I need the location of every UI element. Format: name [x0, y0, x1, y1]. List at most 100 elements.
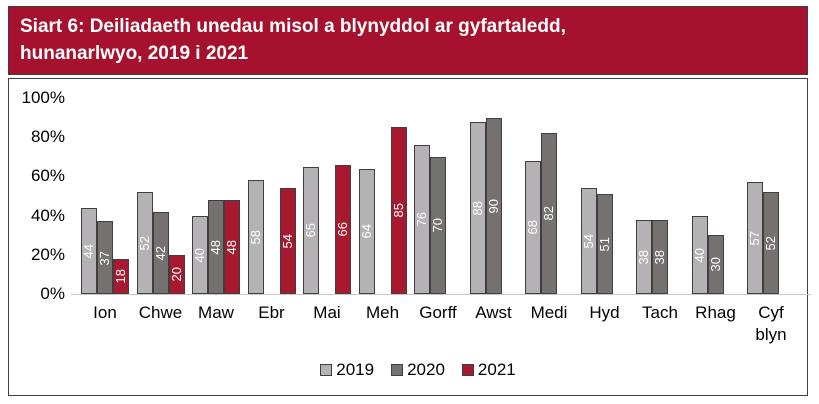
bar-slot-2020-ebr — [264, 98, 280, 294]
bar-value-label: 30 — [707, 257, 723, 272]
bar-value-label: 38 — [636, 249, 651, 264]
bar-slot-2021-chwe: 20 — [168, 98, 185, 294]
legend-label-2020: 2020 — [407, 360, 445, 379]
bar-slot-2019-mai: 65 — [303, 98, 319, 294]
bar-slot-2019-medi: 68 — [525, 98, 541, 294]
x-axis-label-ebr: Ebr — [258, 303, 285, 322]
bar-slot-2021-gorff — [446, 98, 462, 294]
bar-value-label: 51 — [596, 236, 612, 252]
bar-2020-hyd: 51 — [596, 194, 613, 294]
bar-2019-chwe: 52 — [136, 192, 153, 294]
bar-2019-hyd: 54 — [580, 188, 597, 294]
bar-group-awst: 88 90 — [469, 98, 518, 294]
bar-value-label: 18 — [113, 269, 128, 284]
bar-value-label: 57 — [747, 230, 762, 246]
x-axis-label-tach: Tach — [642, 303, 678, 322]
bar-slot-2021-mai: 66 — [335, 98, 351, 294]
bar-value-label: 52 — [136, 235, 152, 251]
bar-2021-maw: 48 — [224, 199, 240, 294]
bar-2020-gorff: 70 — [430, 156, 446, 294]
chart-title-line1: Siart 6: Deiliadaeth unedau misol a blyn… — [20, 16, 566, 37]
bar-value-label: 88 — [469, 200, 485, 215]
bar-2019-rhag: 40 — [691, 215, 708, 294]
bar-group-ebr: 58 54 — [247, 98, 296, 294]
bar-slot-2021-awst — [502, 98, 518, 294]
bar-value-label: 68 — [525, 220, 540, 235]
bar-slot-2020-medi: 82 — [541, 98, 557, 294]
bar-slot-2021-ion: 18 — [113, 98, 129, 294]
bar-2019-ion: 44 — [81, 207, 97, 294]
bar-slot-2020-tach: 38 — [652, 98, 668, 294]
bar-slot-2020-maw: 48 — [208, 98, 224, 294]
legend-swatch-2020 — [391, 364, 404, 376]
x-axis-label-medi: Medi — [530, 303, 568, 322]
bar-slot-2021-tach — [668, 98, 684, 294]
x-axis-label-meh: Meh — [365, 303, 400, 322]
bar-slot-2019-ion: 44 — [81, 98, 97, 294]
bar-group-hyd: 54 51 — [580, 98, 629, 294]
bar-2020-chwe: 42 — [152, 211, 169, 294]
bar-slot-2020-cyf-blyn: 52 — [763, 98, 779, 294]
y-axis-label-40: 40% — [30, 205, 65, 225]
x-axis-label-chwe: Chwe — [138, 303, 183, 322]
bar-2019-medi: 68 — [525, 160, 541, 294]
x-axis-label-rhag: Rhag — [695, 303, 736, 322]
bar-slot-2020-gorff: 70 — [430, 98, 446, 294]
bar-2020-medi: 82 — [541, 133, 557, 294]
bar-2021-ion: 18 — [113, 258, 129, 294]
bar-value-label: 82 — [541, 206, 556, 221]
bar-slot-2019-hyd: 54 — [580, 98, 597, 294]
bar-group-medi: 68 82 — [525, 98, 573, 294]
bar-2021-mai: 66 — [335, 164, 351, 294]
bar-value-label: 38 — [652, 249, 667, 264]
bar-slot-2019-rhag: 40 — [691, 98, 708, 294]
bar-slot-2021-hyd — [613, 98, 629, 294]
bar-slot-2019-meh: 64 — [358, 98, 375, 294]
bar-2020-tach: 38 — [652, 219, 668, 294]
x-axis-label-mai: Mai — [313, 303, 341, 322]
bar-group-meh: 64 85 — [358, 98, 407, 294]
bar-2021-meh: 85 — [390, 127, 407, 294]
bar-group-cyf-blyn: 57 52 — [747, 98, 795, 294]
bar-slot-2020-chwe: 42 — [152, 98, 169, 294]
bar-2019-awst: 88 — [469, 121, 486, 294]
bar-2019-ebr: 58 — [247, 180, 264, 294]
bar-value-label: 76 — [414, 212, 429, 227]
bar-value-label: 20 — [168, 267, 184, 282]
bar-slot-2019-tach: 38 — [636, 98, 652, 294]
bar-value-label: 85 — [390, 203, 406, 218]
bar-2019-meh: 64 — [358, 168, 375, 294]
x-axis-label-gorff: Gorff — [419, 303, 457, 322]
bar-slot-2020-meh — [375, 98, 391, 294]
bar-value-label: 54 — [580, 233, 596, 249]
bar-slot-2020-rhag: 30 — [707, 98, 724, 294]
legend: 2019 2020 2021 — [9, 360, 807, 380]
legend-item-2021: 2021 — [461, 360, 516, 380]
plot-area: 44 37 18 52 42 20 40 48 48 58 54 65 66 64 85 76 70 88 90 68… — [71, 98, 811, 295]
bar-slot-2020-hyd: 51 — [596, 98, 613, 294]
bar-slot-2020-ion: 37 — [97, 98, 113, 294]
bar-2019-gorff: 76 — [414, 145, 430, 294]
bar-2019-maw: 40 — [192, 215, 208, 294]
bar-slot-2021-rhag — [724, 98, 740, 294]
bar-slot-2021-meh: 85 — [390, 98, 407, 294]
bar-2019-cyf-blyn: 57 — [747, 182, 763, 294]
legend-swatch-2021 — [461, 364, 474, 376]
bar-2020-awst: 90 — [485, 117, 502, 294]
x-axis-label-cyf-blyn: Cyf blyn — [755, 303, 787, 344]
bar-2020-maw: 48 — [208, 199, 224, 294]
y-axis-label-0: 0% — [40, 284, 65, 303]
bar-value-label: 65 — [303, 223, 318, 238]
legend-item-2019: 2019 — [320, 360, 374, 380]
bar-value-label: 37 — [97, 250, 112, 265]
bar-value-label: 48 — [208, 239, 223, 255]
bar-2021-ebr: 54 — [279, 188, 296, 294]
bar-group-chwe: 52 42 20 — [136, 98, 185, 294]
bar-value-label: 58 — [247, 229, 263, 245]
chart-title-line2: hunanarlwyo, 2019 i 2021 — [20, 43, 249, 64]
legend-swatch-2019 — [320, 364, 333, 376]
bar-value-label: 40 — [691, 247, 707, 263]
bar-slot-2021-ebr: 54 — [279, 98, 296, 294]
bar-value-label: 66 — [335, 222, 350, 237]
